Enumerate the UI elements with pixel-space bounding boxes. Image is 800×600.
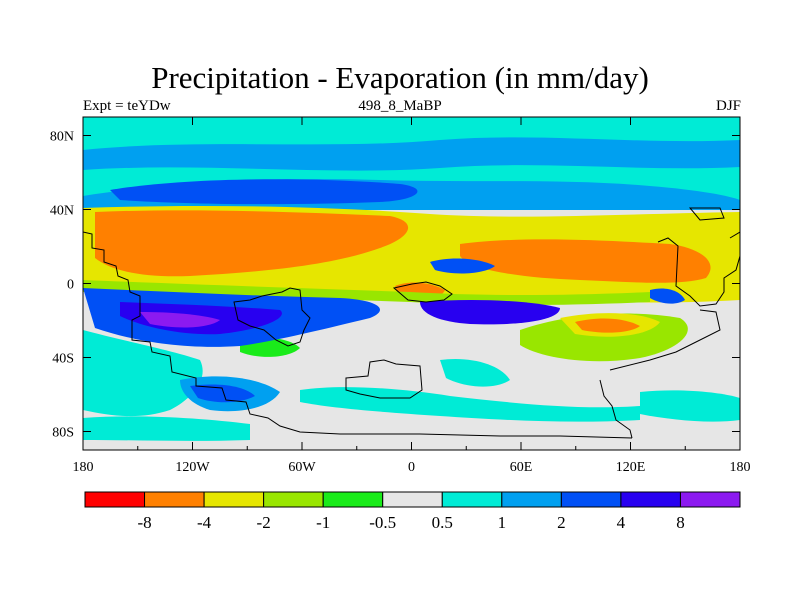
lon-tick-label: 60E xyxy=(510,460,533,475)
region-orange-south xyxy=(575,318,640,333)
legend-swatch xyxy=(501,491,562,508)
region-cyan-south-west xyxy=(83,330,203,417)
legend-swatch xyxy=(203,491,265,508)
legend-label: 1 xyxy=(498,513,507,532)
legend-colorbar xyxy=(84,491,741,508)
legend-swatch xyxy=(679,491,741,508)
region-green-transition xyxy=(83,280,650,305)
legend-swatch xyxy=(441,491,503,508)
region-wet-blue-north-africa xyxy=(430,258,495,274)
legend-label: -0.5 xyxy=(369,513,396,532)
time-label: 498_8_MaBP xyxy=(358,98,442,114)
region-cyan-south-east xyxy=(640,390,740,422)
region-cyan-polar-west xyxy=(83,416,250,441)
region-cyan-southern-patch xyxy=(440,358,510,387)
longitude-axis: 180 120W 60W 0 60E 120E 180 xyxy=(73,117,751,475)
map-field xyxy=(83,117,740,450)
legend-label: 2 xyxy=(557,513,566,532)
lat-tick-label: 80N xyxy=(50,130,74,145)
lat-tick-label: 0 xyxy=(67,278,74,293)
coastlines xyxy=(83,207,740,439)
lat-tick-label: 40S xyxy=(52,352,74,367)
region-north-dark-blue xyxy=(110,179,418,205)
coastline-island-central xyxy=(233,287,311,347)
latitude-axis: 80N 40N 0 40S 80S xyxy=(50,130,740,441)
legend-swatch xyxy=(560,491,622,508)
legend-swatch xyxy=(382,491,443,508)
chart-title: Precipitation - Evaporation (in mm/day) xyxy=(151,60,649,95)
region-wet-blue-east xyxy=(650,288,685,304)
region-dry-orange-east xyxy=(460,239,711,283)
lat-tick-label: 80S xyxy=(52,426,74,441)
region-north-lightblue xyxy=(83,137,740,171)
legend-label: -2 xyxy=(257,513,271,532)
legend-label: 0.5 xyxy=(432,513,453,532)
lon-tick-label: 180 xyxy=(73,460,94,475)
coastline-north-east-island xyxy=(688,207,725,221)
legend-label: 8 xyxy=(676,513,685,532)
lon-tick-label: 120E xyxy=(616,460,646,475)
coastline-west-continent xyxy=(83,231,633,439)
coastline-south-east xyxy=(599,379,633,439)
coastline-east-block xyxy=(657,237,740,307)
region-wet-purple xyxy=(140,312,220,328)
lon-tick-label: 180 xyxy=(730,460,751,475)
season-label: DJF xyxy=(715,98,741,114)
region-cyan-southern-ocean xyxy=(300,387,640,422)
lat-tick-label: 40N xyxy=(50,204,74,219)
lon-tick-label: 0 xyxy=(408,460,415,475)
experiment-label: Expt = teYDw xyxy=(83,98,171,114)
legend-label: -1 xyxy=(316,513,330,532)
legend-labels: -8 -4 -2 -1 -0.5 0.5 1 2 4 8 xyxy=(137,513,684,532)
legend-swatch xyxy=(84,491,146,508)
legend-label: -4 xyxy=(197,513,212,532)
coastline-south-east-coast xyxy=(609,309,721,371)
legend-label: 4 xyxy=(617,513,626,532)
coastline-southern-continent xyxy=(345,359,423,399)
region-dry-orange-west xyxy=(95,210,409,277)
coastline-east-edge xyxy=(729,231,740,239)
legend-swatch xyxy=(263,491,324,508)
region-wet-indian-ocean xyxy=(420,300,560,325)
coastline-africa-block xyxy=(392,281,453,303)
legend-swatch xyxy=(144,491,205,508)
lon-tick-label: 60W xyxy=(288,460,316,475)
lon-tick-label: 120W xyxy=(175,460,210,475)
legend-label: -8 xyxy=(137,513,151,532)
legend-swatch xyxy=(620,491,681,508)
region-blue-south xyxy=(190,384,255,403)
legend-swatch xyxy=(322,491,384,508)
